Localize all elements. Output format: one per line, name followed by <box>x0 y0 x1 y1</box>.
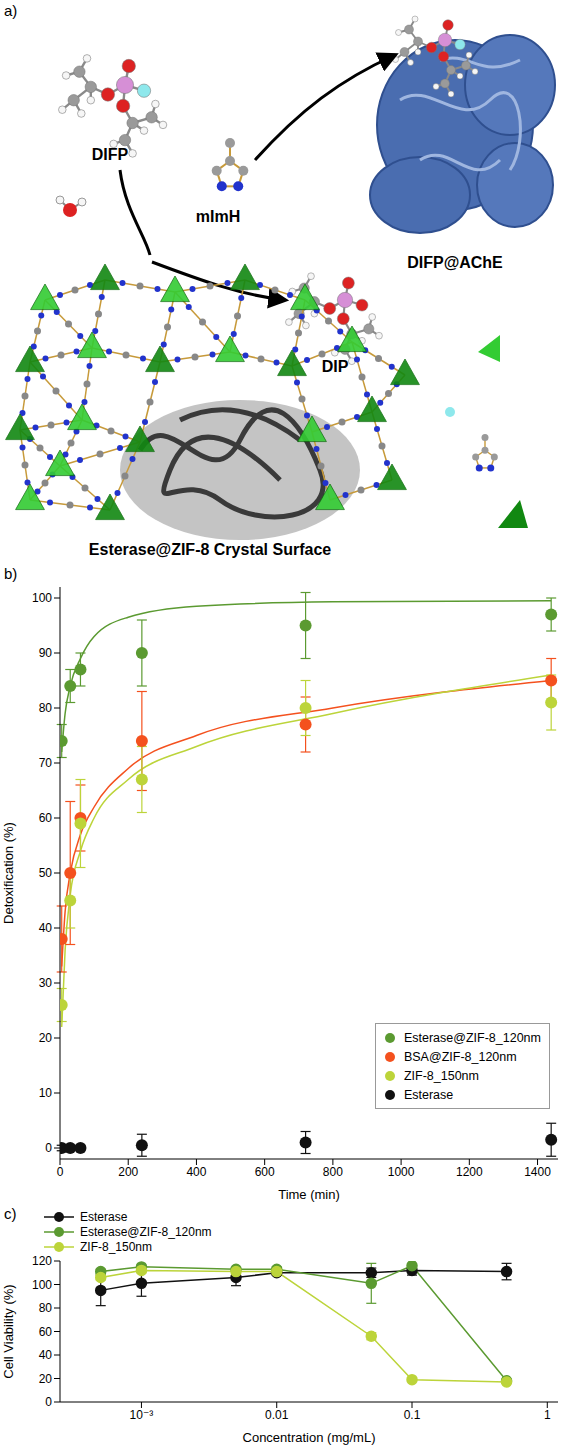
svg-text:Concentration (mg/mL): Concentration (mg/mL) <box>243 1430 376 1445</box>
svg-text:20: 20 <box>39 1372 53 1386</box>
svg-text:DIP: DIP <box>322 358 349 375</box>
svg-text:1: 1 <box>544 1408 551 1422</box>
svg-text:80: 80 <box>39 1301 53 1315</box>
svg-text:Detoxification (%): Detoxification (%) <box>1 822 16 924</box>
svg-text:30: 30 <box>39 976 53 990</box>
svg-text:1000: 1000 <box>388 1165 415 1179</box>
html-text:ZIF-8_150nm: ZIF-8_150nm <box>80 1239 152 1254</box>
svg-text:mImH: mImH <box>196 208 240 225</box>
svg-text:20: 20 <box>39 1031 53 1045</box>
html-text:c): c) <box>4 1205 17 1222</box>
svg-text:1200: 1200 <box>456 1165 483 1179</box>
svg-text:90: 90 <box>39 646 53 660</box>
html-text:b): b) <box>4 565 18 582</box>
svg-text:600: 600 <box>255 1165 275 1179</box>
svg-text:Time (min): Time (min) <box>278 1187 340 1202</box>
svg-text:0: 0 <box>45 1395 52 1409</box>
svg-text:1400: 1400 <box>524 1165 551 1179</box>
svg-text:40: 40 <box>39 921 53 935</box>
svg-text:100: 100 <box>32 1278 52 1292</box>
svg-text:120: 120 <box>32 1254 52 1268</box>
svg-text:400: 400 <box>186 1165 206 1179</box>
svg-text:0: 0 <box>57 1165 64 1179</box>
html-text:BSA@ZIF-8_120nm: BSA@ZIF-8_120nm <box>403 1049 517 1064</box>
svg-text:800: 800 <box>323 1165 343 1179</box>
svg-text:Esterase@ZIF-8 Crystal Surface: Esterase@ZIF-8 Crystal Surface <box>89 541 331 558</box>
html-text:Esterase@ZIF-8_120nm: Esterase@ZIF-8_120nm <box>403 1030 541 1045</box>
html-text:Esterase: Esterase <box>403 1087 454 1102</box>
svg-text:0: 0 <box>45 1141 52 1155</box>
svg-text:0.1: 0.1 <box>404 1408 421 1422</box>
svg-text:100: 100 <box>32 591 52 605</box>
svg-text:10: 10 <box>39 1086 53 1100</box>
svg-text:Cell Viability (%): Cell Viability (%) <box>1 1284 16 1378</box>
svg-text:200: 200 <box>118 1165 138 1179</box>
svg-text:DIFP: DIFP <box>92 146 129 163</box>
html-text:ZIF-8_150nm: ZIF-8_150nm <box>403 1068 479 1083</box>
svg-text:DIFP@AChE: DIFP@AChE <box>407 254 503 271</box>
svg-text:a): a) <box>4 2 17 19</box>
svg-text:60: 60 <box>39 1325 53 1339</box>
svg-text:10⁻³: 10⁻³ <box>130 1408 154 1422</box>
html-text:Esterase@ZIF-8_120nm: Esterase@ZIF-8_120nm <box>80 1224 212 1239</box>
svg-text:80: 80 <box>39 701 53 715</box>
svg-text:40: 40 <box>39 1348 53 1362</box>
svg-text:60: 60 <box>39 811 53 825</box>
svg-text:0.01: 0.01 <box>265 1408 289 1422</box>
svg-text:50: 50 <box>39 866 53 880</box>
html-text:Esterase: Esterase <box>80 1209 128 1224</box>
svg-text:70: 70 <box>39 756 53 770</box>
